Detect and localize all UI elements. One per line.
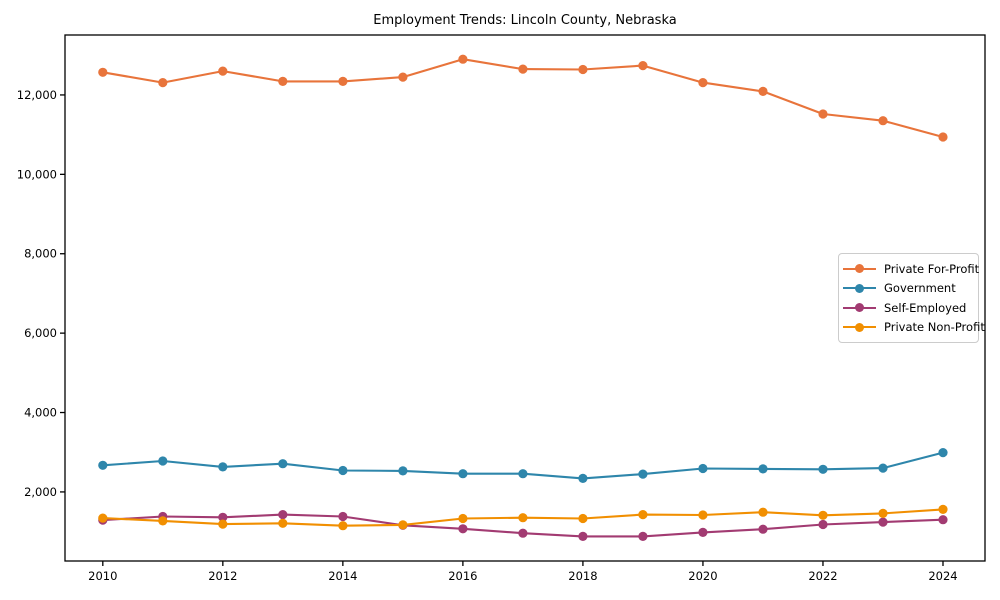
series-point-government (218, 462, 228, 472)
series-point-government (158, 456, 168, 466)
x-tick-label: 2024 (928, 569, 957, 583)
series-point-private-for-profit (158, 78, 168, 88)
y-tick-label: 2,000 (24, 485, 57, 499)
series-point-private-for-profit (938, 132, 948, 142)
series-point-private-non-profit (758, 507, 768, 517)
x-tick-label: 2016 (448, 569, 477, 583)
legend-marker-icon (843, 303, 876, 313)
legend-marker-icon (843, 322, 876, 332)
series-point-government (98, 460, 108, 470)
series-point-self-employed (518, 528, 528, 538)
legend-label: Self-Employed (884, 300, 967, 315)
series-point-private-non-profit (878, 508, 888, 518)
series-point-private-non-profit (158, 516, 168, 526)
series-point-private-non-profit (698, 510, 708, 520)
series-point-government (698, 463, 708, 474)
x-tick-label: 2010 (88, 569, 117, 583)
series-point-self-employed (698, 527, 708, 538)
series-point-private-for-profit (878, 116, 888, 126)
series-point-private-non-profit (938, 504, 948, 514)
legend-label: Government (884, 281, 956, 296)
series-point-private-non-profit (458, 513, 468, 524)
x-tick-label: 2014 (328, 569, 357, 583)
series-point-self-employed (458, 524, 468, 534)
series-point-self-employed (878, 517, 888, 527)
series-point-private-for-profit (458, 54, 468, 64)
legend-item-private-for-profit: Private For-Profit (843, 259, 979, 279)
x-tick-label: 2018 (568, 569, 597, 583)
series-point-private-for-profit (818, 109, 828, 119)
legend-marker-icon (843, 264, 876, 274)
y-tick-label: 6,000 (24, 326, 57, 340)
series-point-government (278, 459, 288, 469)
legend-item-self-employed: Self-Employed (843, 298, 970, 318)
legend-label: Private Non-Profit (884, 320, 985, 335)
series-point-self-employed (818, 519, 828, 530)
plot-frame (64, 34, 986, 562)
series-point-government (458, 469, 468, 479)
series-point-private-non-profit (518, 513, 528, 523)
series-point-private-for-profit (518, 64, 528, 74)
series-point-self-employed (578, 531, 588, 542)
series-point-private-for-profit (278, 76, 288, 86)
series-point-private-non-profit (98, 513, 108, 523)
legend-item-government: Government (843, 279, 970, 299)
y-tick-label: 12,000 (17, 88, 57, 102)
series-point-government (638, 469, 648, 479)
series-point-self-employed (278, 509, 288, 520)
series-point-private-non-profit (398, 520, 408, 530)
series-point-private-non-profit (338, 521, 348, 531)
series-point-government (878, 463, 888, 473)
series-point-self-employed (218, 512, 228, 522)
y-tick-label: 8,000 (24, 247, 57, 261)
series-point-private-for-profit (638, 61, 648, 71)
series-point-private-for-profit (218, 66, 228, 76)
series-point-government (578, 473, 588, 483)
series-point-government (818, 464, 828, 474)
series-point-private-for-profit (698, 78, 708, 88)
y-tick-label: 10,000 (17, 167, 57, 181)
series-point-private-non-profit (578, 513, 588, 524)
series-point-private-for-profit (578, 64, 588, 75)
legend-label: Private For-Profit (884, 261, 980, 276)
y-tick-label: 4,000 (24, 406, 57, 420)
series-point-private-non-profit (218, 519, 228, 529)
series-point-private-non-profit (818, 510, 828, 520)
series-point-private-non-profit (638, 509, 648, 520)
series-point-private-for-profit (98, 67, 108, 77)
series-point-self-employed (758, 524, 768, 534)
chart-title: Employment Trends: Lincoln County, Nebra… (373, 13, 677, 28)
series-point-private-for-profit (338, 76, 348, 86)
x-tick-label: 2012 (208, 569, 237, 583)
x-tick-label: 2020 (688, 569, 717, 583)
chart-legend: Private For-Profit Government Self-Employe… (838, 253, 985, 343)
series-point-private-for-profit (758, 86, 768, 96)
series-point-private-for-profit (398, 72, 408, 82)
series-point-government (938, 448, 948, 458)
x-tick-label: 2022 (808, 569, 837, 583)
series-point-private-non-profit (278, 518, 288, 528)
series-point-government (398, 466, 408, 476)
series-point-self-employed (638, 531, 648, 542)
series-point-government (758, 464, 768, 474)
series-point-self-employed (338, 511, 348, 522)
series-point-government (518, 469, 528, 479)
legend-item-private-non-profit: Private Non-Profit (843, 318, 985, 338)
series-point-self-employed (938, 515, 948, 525)
series-point-government (338, 465, 348, 476)
legend-marker-icon (843, 283, 876, 293)
